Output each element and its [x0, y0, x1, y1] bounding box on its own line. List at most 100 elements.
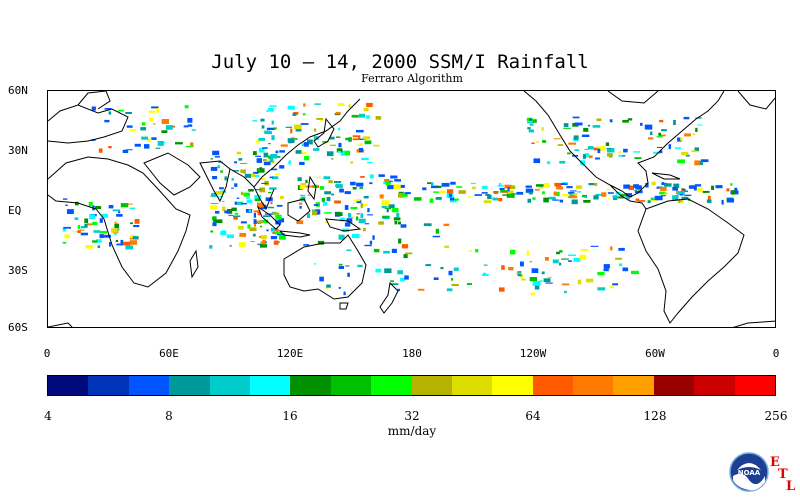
rainfall-cell — [96, 239, 102, 243]
rainfall-cell — [676, 189, 679, 194]
colorbar-swatch-9 — [411, 376, 452, 395]
rainfall-cell — [528, 129, 534, 133]
lon-label-120w: 120W — [519, 347, 547, 360]
rainfall-cell — [221, 230, 226, 236]
rainfall-cell — [536, 141, 540, 143]
lat-label-60s: 60S — [8, 321, 28, 334]
rainfall-cell — [263, 161, 271, 166]
rainfall-cell — [313, 136, 319, 140]
rainfall-cell — [350, 216, 354, 219]
rainfall-cell — [75, 201, 79, 206]
rainfall-cell — [359, 113, 366, 118]
rainfall-cell — [313, 204, 319, 206]
rainfall-cell — [560, 183, 567, 185]
rainfall-cell — [331, 193, 335, 196]
rainfall-cell — [358, 143, 363, 146]
rainfall-cell — [574, 149, 580, 151]
rainfall-cell — [257, 169, 260, 171]
rainfall-cell — [452, 198, 459, 201]
rainfall-cell — [647, 200, 651, 204]
rainfall-cell — [352, 202, 355, 205]
colorbar-swatch-10 — [451, 376, 493, 395]
rainfall-cell — [379, 194, 384, 199]
rainfall-cell — [680, 137, 683, 141]
rainfall-cell — [538, 187, 544, 189]
rainfall-cell — [548, 196, 556, 200]
rainfall-cell — [273, 240, 279, 245]
rainfall-cell — [572, 116, 580, 119]
rainfall-cell — [482, 273, 489, 276]
rainfall-cell — [98, 148, 103, 153]
rainfall-cell — [127, 203, 133, 205]
rainfall-cell — [275, 150, 279, 154]
rainfall-cell — [221, 200, 225, 202]
rainfall-cell — [506, 193, 515, 198]
rainfall-cell — [372, 235, 375, 240]
lon-label-60e: 60E — [159, 347, 179, 360]
colorbar-label-8: 8 — [165, 409, 173, 423]
rainfall-cell — [692, 133, 696, 135]
rainfall-cell — [698, 160, 703, 166]
rainfall-cell — [593, 147, 601, 151]
rainfall-cell — [584, 148, 589, 150]
rainfall-cell — [104, 108, 112, 110]
rainfall-cell — [253, 219, 257, 224]
rainfall-cell — [593, 195, 599, 200]
rainfall-cell — [239, 233, 247, 237]
rainfall-cell — [331, 158, 334, 160]
rainfall-cell — [228, 214, 234, 216]
rainfall-cell — [502, 194, 509, 196]
rainfall-cell — [249, 227, 257, 232]
rainfall-cell — [234, 161, 238, 164]
rainfall-cell — [511, 193, 518, 195]
rainfall-cell — [525, 188, 534, 193]
rainfall-cell — [321, 197, 325, 202]
rainfall-cell — [77, 230, 81, 233]
rainfall-cell — [276, 156, 281, 158]
rainfall-cell — [303, 142, 309, 147]
rainfall-layer — [62, 102, 739, 296]
lat-label-30n: 30N — [8, 144, 28, 157]
rainfall-cell — [255, 155, 262, 157]
rainfall-cell — [453, 267, 459, 271]
rainfall-cell — [320, 120, 324, 122]
rainfall-cell — [300, 183, 306, 187]
rainfall-cell — [659, 150, 663, 154]
rainfall-cell — [278, 234, 286, 240]
rainfall-cell — [500, 190, 508, 193]
rainfall-cell — [319, 276, 324, 282]
rainfall-cell — [133, 225, 140, 228]
rainfall-cell — [316, 118, 323, 120]
rainfall-cell — [230, 187, 235, 189]
rainfall-cell — [343, 291, 346, 296]
rainfall-cell — [568, 254, 576, 256]
rainfall-cell — [212, 176, 218, 180]
rainfall-cell — [569, 195, 578, 199]
rainfall-cell — [229, 245, 232, 247]
rainfall-cell — [299, 205, 302, 209]
rainfall-cell — [515, 272, 522, 274]
rainfall-cell — [240, 221, 247, 224]
rainfall-cell — [92, 240, 98, 243]
rainfall-cell — [645, 182, 649, 188]
rainfall-cell — [108, 146, 112, 149]
noaa-logo: NOAA — [729, 452, 769, 496]
rainfall-cell — [527, 121, 533, 124]
rainfall-cell — [656, 136, 663, 138]
rainfall-cell — [256, 168, 265, 173]
rainfall-cell — [575, 185, 583, 189]
rainfall-cell — [400, 277, 405, 282]
rainfall-cell — [618, 154, 622, 157]
rainfall-cell — [99, 230, 107, 234]
rainfall-cell — [259, 243, 267, 248]
rainfall-cell — [726, 198, 735, 203]
lon-label-60w: 60W — [645, 347, 665, 360]
rainfall-cell — [183, 125, 189, 128]
rainfall-cell — [362, 204, 368, 207]
rainfall-cell — [618, 247, 625, 251]
lat-label-60n: 60N — [8, 84, 28, 97]
rainfall-cell — [625, 193, 632, 198]
rainfall-cell — [329, 136, 335, 140]
rainfall-cell — [556, 251, 560, 255]
rainfall-cell — [633, 151, 640, 153]
